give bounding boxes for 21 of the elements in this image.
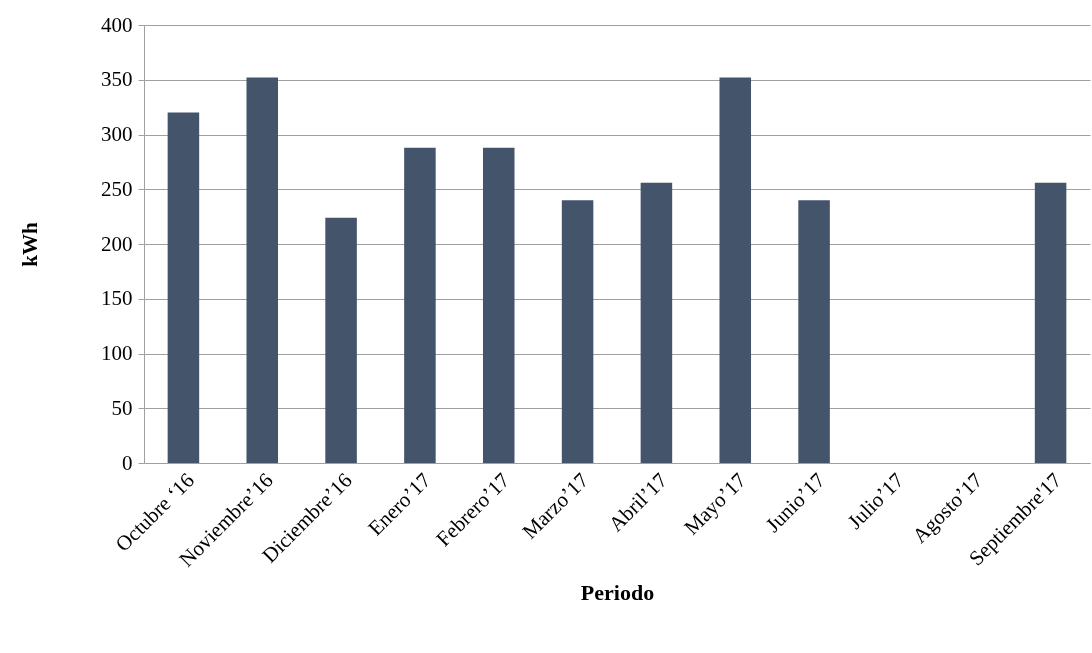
x-axis-title: Periodo bbox=[580, 579, 655, 605]
y-tick-label: 0 bbox=[122, 450, 133, 475]
y-tick-label: 150 bbox=[101, 286, 133, 311]
bar bbox=[482, 147, 515, 463]
bar bbox=[1034, 182, 1067, 463]
bar bbox=[798, 200, 830, 463]
bar bbox=[325, 217, 357, 463]
y-tick-label: 350 bbox=[101, 67, 133, 92]
y-tick-label: 250 bbox=[101, 176, 133, 201]
y-tick-label: 400 bbox=[101, 12, 133, 37]
bar bbox=[561, 200, 594, 463]
bar bbox=[404, 147, 436, 463]
y-tick-label: 300 bbox=[101, 122, 133, 146]
bar bbox=[167, 112, 200, 463]
y-tick-label: 200 bbox=[101, 231, 133, 256]
y-axis-title: kWh bbox=[18, 222, 42, 267]
bar bbox=[719, 77, 752, 463]
y-tick-label: 50 bbox=[111, 395, 133, 420]
bar bbox=[246, 77, 279, 463]
bar bbox=[640, 182, 673, 463]
y-tick-label: 100 bbox=[101, 341, 133, 365]
